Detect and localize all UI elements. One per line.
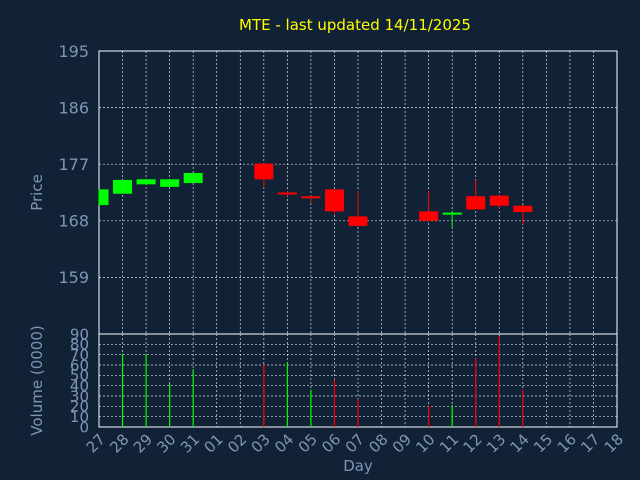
candle-body bbox=[160, 179, 180, 187]
candle-body bbox=[442, 212, 462, 215]
x-tick-label: 18 bbox=[601, 430, 627, 456]
x-tick-label: 31 bbox=[177, 430, 203, 456]
candle-body bbox=[419, 211, 439, 221]
volume-y-tick-label: 0 bbox=[79, 418, 89, 436]
candle-body bbox=[466, 196, 486, 210]
x-tick-label: 12 bbox=[460, 430, 486, 456]
price-y-tick-label: 159 bbox=[58, 268, 89, 287]
volume-y-tick-label: 40 bbox=[70, 377, 89, 395]
x-tick-label: 15 bbox=[530, 430, 556, 456]
price-panel: 159 168 177 186 195 Price bbox=[28, 42, 618, 335]
x-tick-label: 03 bbox=[248, 430, 274, 456]
volume-y-tick-label: 50 bbox=[70, 367, 89, 385]
x-tick-label: 29 bbox=[130, 430, 156, 456]
x-tick-label: 02 bbox=[224, 430, 250, 456]
x-tick-label: 04 bbox=[271, 430, 297, 456]
candle-body bbox=[136, 179, 156, 185]
price-y-tick-label: 177 bbox=[58, 155, 89, 174]
price-y-tick-label: 195 bbox=[58, 42, 89, 61]
x-axis-label: Day bbox=[343, 457, 373, 475]
x-tick-label: 13 bbox=[483, 430, 509, 456]
candle-body bbox=[99, 189, 109, 206]
x-tick-label: 17 bbox=[577, 430, 603, 456]
volume-y-axis-label: Volume (0000) bbox=[28, 325, 46, 435]
x-tick-label: 01 bbox=[201, 430, 227, 456]
volume-y-tick-label: 90 bbox=[70, 325, 89, 343]
price-y-tick-label: 168 bbox=[58, 212, 89, 231]
candle-body bbox=[489, 195, 509, 206]
volume-y-tick-label: 60 bbox=[70, 356, 89, 374]
x-tick-label: 06 bbox=[318, 430, 344, 456]
candle-body bbox=[513, 205, 533, 212]
x-tick-label: 07 bbox=[342, 430, 368, 456]
x-tick-label: 30 bbox=[153, 430, 179, 456]
candle-body bbox=[348, 216, 368, 226]
x-tick-label: 05 bbox=[295, 430, 321, 456]
price-y-axis-label: Price bbox=[28, 174, 46, 211]
x-tick-label: 11 bbox=[436, 430, 462, 456]
x-tick-label: 28 bbox=[106, 430, 132, 456]
candle-body bbox=[113, 179, 133, 194]
candle-body bbox=[324, 189, 344, 212]
candle-body bbox=[183, 173, 203, 184]
volume-y-tick-label: 80 bbox=[70, 336, 89, 354]
volume-y-tick-label: 30 bbox=[70, 387, 89, 405]
candle-body bbox=[254, 163, 274, 180]
x-tick-label: 09 bbox=[389, 430, 415, 456]
volume-y-tick-label: 20 bbox=[70, 398, 89, 416]
x-tick-label: 14 bbox=[507, 430, 533, 456]
price-y-tick-label: 186 bbox=[58, 98, 89, 117]
candle-body bbox=[277, 192, 297, 195]
volume-y-tick-label: 10 bbox=[70, 408, 89, 426]
x-tick-label: 16 bbox=[554, 430, 580, 456]
volume-y-tick-label: 70 bbox=[70, 346, 89, 364]
candle-body bbox=[301, 196, 321, 199]
chart-title: MTE - last updated 14/11/2025 bbox=[239, 16, 471, 34]
x-tick-label: 10 bbox=[412, 430, 438, 456]
x-tick-label: 08 bbox=[365, 430, 391, 456]
